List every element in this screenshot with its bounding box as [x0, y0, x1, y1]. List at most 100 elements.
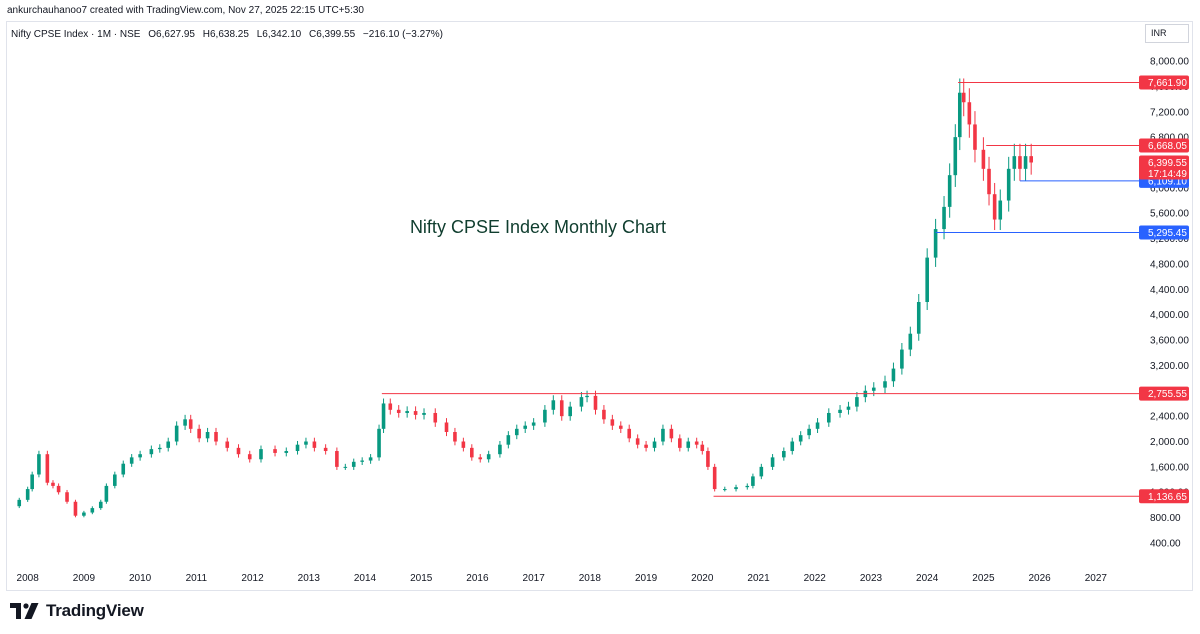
symbol-label[interactable]: Nifty CPSE Index · 1M · NSE [11, 29, 141, 40]
change-value: −216.10 (−3.27%) [362, 29, 443, 40]
candle-body [953, 137, 958, 176]
candle-body [531, 422, 536, 426]
x-tick-label: 2008 [17, 573, 40, 584]
candle-body [138, 454, 142, 458]
candle-body [413, 411, 418, 415]
candle-body [942, 206, 946, 230]
candle-body [916, 302, 921, 334]
candle-body [82, 512, 86, 516]
x-tick-label: 2014 [354, 573, 377, 584]
candle-body [838, 409, 842, 413]
candle-body [166, 441, 171, 448]
candle-body [377, 428, 381, 458]
x-tick-label: 2019 [635, 573, 658, 584]
candle-body [25, 489, 30, 500]
candle-body [335, 451, 339, 467]
candle-body [627, 428, 632, 439]
candle-body [351, 461, 356, 467]
candle-body [815, 422, 820, 429]
currency-selector[interactable]: INR [1145, 24, 1189, 43]
candle-body [284, 451, 289, 453]
candle-body [470, 447, 474, 458]
y-tick-label: 5,200.00 [1150, 234, 1189, 245]
candle-body [1012, 156, 1017, 169]
candle-body [323, 447, 328, 452]
price-level-label: 6,109.10 [1148, 176, 1187, 187]
candle-body [998, 200, 1003, 220]
candle-body [506, 435, 511, 445]
x-tick-label: 2009 [73, 573, 96, 584]
x-tick-label: 2013 [298, 573, 321, 584]
candle-body [782, 451, 786, 458]
candle-body [129, 457, 134, 464]
x-tick-label: 2020 [691, 573, 714, 584]
candle-body [1018, 156, 1022, 169]
candle-body [486, 454, 491, 460]
candle-body [17, 499, 22, 507]
candle-body [343, 466, 348, 468]
candle-body [644, 444, 648, 448]
candle-body [807, 428, 811, 436]
candle-body [312, 441, 317, 448]
candle-body [661, 428, 665, 442]
candle-body [957, 92, 962, 138]
candle-body [618, 425, 623, 429]
candle-body [498, 444, 502, 455]
chart-annotation-title: Nifty CPSE Index Monthly Chart [410, 217, 666, 237]
y-tick-label: 4,400.00 [1150, 285, 1189, 296]
ohlc-legend: Nifty CPSE Index · 1M · NSE O6,627.95 H6… [11, 29, 448, 40]
candle-body [987, 168, 991, 195]
candle-body [295, 444, 300, 452]
candle-body [188, 419, 193, 429]
price-level-tag [1139, 138, 1189, 153]
price-level-tag [1139, 75, 1189, 90]
bar-countdown-label: 17:14:49 [1148, 169, 1187, 180]
price-level-label: 2,755.55 [1148, 389, 1187, 400]
price-level-tag [1139, 386, 1189, 401]
candle-body [669, 428, 674, 439]
candle-body [444, 422, 449, 432]
candle-body [846, 406, 851, 410]
candle-body [360, 460, 364, 462]
candle-body [104, 485, 109, 502]
y-tick-label: 4,800.00 [1150, 259, 1189, 270]
candle-body [790, 441, 795, 452]
x-tick-label: 2023 [860, 573, 883, 584]
tradingview-logo[interactable]: TradingView [10, 601, 144, 621]
candle-body [236, 447, 241, 455]
candle-body [908, 333, 913, 350]
candle-body [652, 441, 657, 448]
x-tick-label: 2026 [1028, 573, 1051, 584]
price-level-label: 1,136.65 [1148, 492, 1187, 503]
candle-body [694, 441, 699, 445]
close-value: C6,399.55 [308, 29, 356, 40]
candle-body [770, 457, 775, 467]
candle-body [826, 412, 831, 423]
x-tick-label: 2012 [241, 573, 264, 584]
candle-body [113, 474, 117, 486]
candle-body [183, 419, 187, 426]
candle-body [751, 476, 755, 486]
candle-body [453, 432, 457, 442]
candle-body [798, 435, 803, 442]
candle-body [961, 92, 966, 103]
y-tick-label: 6,800.00 [1150, 133, 1189, 144]
candle-body [678, 438, 682, 448]
candle-body [593, 395, 598, 410]
candle-body [381, 403, 386, 429]
candle-body [37, 454, 41, 475]
candle-body [461, 441, 466, 448]
tradingview-logo-icon [10, 603, 39, 619]
x-tick-label: 2015 [410, 573, 433, 584]
candle-body [98, 501, 103, 509]
candle-body [73, 501, 78, 516]
candle-body [247, 454, 252, 460]
candle-body [396, 409, 401, 413]
candle-body [706, 451, 710, 467]
y-tick-label: 1,600.00 [1150, 462, 1189, 473]
y-tick-label: 2,000.00 [1150, 437, 1189, 448]
candle-body [579, 397, 584, 407]
candle-body [981, 149, 986, 169]
candle-body [174, 425, 179, 442]
